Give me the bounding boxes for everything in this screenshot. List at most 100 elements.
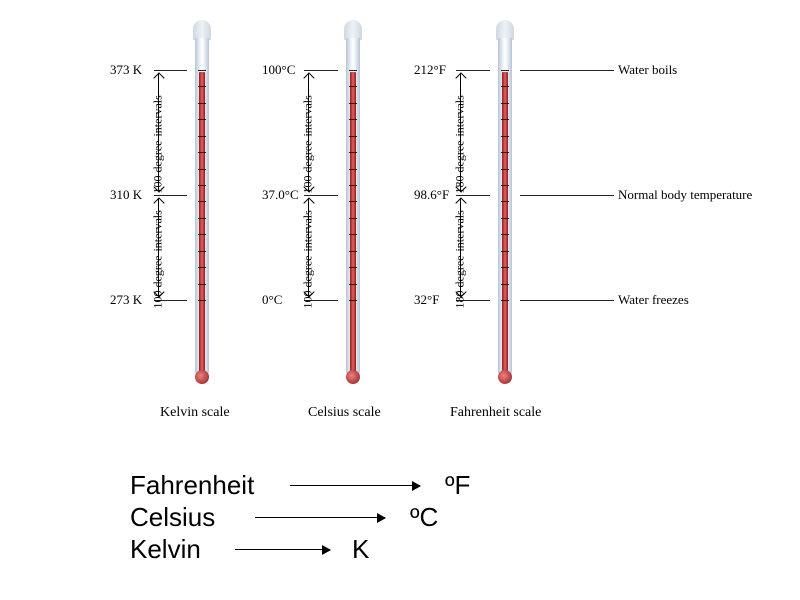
mark-line: [520, 195, 614, 196]
thermometer-tick: [349, 201, 357, 202]
thermometer-tick: [349, 251, 357, 252]
thermometer-cap: [496, 20, 514, 40]
scale-legend: Fahrenheit ºF Celsius ºC Kelvin K: [130, 470, 570, 566]
thermometer-tick: [501, 201, 509, 202]
mark-label-kelvin-freezes: 273 K: [110, 292, 142, 308]
thermometer-tick: [349, 136, 357, 137]
thermometer-fluid: [502, 72, 508, 376]
thermometer-bulb: [498, 370, 512, 384]
legend-symbol: ºF: [445, 470, 470, 501]
thermometer-tick: [349, 86, 357, 87]
legend-scale-name: Fahrenheit: [130, 470, 254, 501]
thermometer-tick: [501, 169, 509, 170]
thermometer-tick: [501, 152, 509, 153]
mark-label-kelvin-body: 310 K: [110, 187, 142, 203]
scale-caption-fahrenheit: Fahrenheit scale: [450, 405, 541, 421]
thermometer-fluid: [350, 72, 356, 376]
thermometer-tick: [501, 70, 509, 71]
thermometer-tick: [501, 267, 509, 268]
legend-symbol: K: [352, 534, 369, 565]
thermometer-tube: [195, 38, 209, 378]
thermometer-tick: [198, 86, 206, 87]
reference-label-boils: Water boils: [618, 62, 677, 78]
mark-line: [154, 70, 187, 71]
thermometer-tick: [198, 136, 206, 137]
arrow-right-icon: [255, 517, 385, 518]
mark-label-celsius-boils: 100°C: [262, 62, 295, 78]
thermometer-tube: [346, 38, 360, 378]
interval-label: 100 degree-intervals: [151, 188, 166, 308]
thermometer-tick: [349, 103, 357, 104]
legend-row: Fahrenheit ºF: [130, 470, 570, 502]
thermometer-cap: [344, 20, 362, 40]
thermometer-tick: [198, 152, 206, 153]
thermometer-fahrenheit: [490, 20, 520, 400]
interval-label: 180 degree-intervals: [453, 73, 468, 193]
thermometer-tick: [501, 234, 509, 235]
scale-caption-kelvin: Kelvin scale: [160, 405, 230, 421]
reference-label-freezes: Water freezes: [618, 292, 689, 308]
thermometer-tick: [501, 86, 509, 87]
thermometer-tick: [349, 234, 357, 235]
thermometer-tick: [198, 70, 206, 71]
scale-caption-celsius: Celsius scale: [308, 405, 381, 421]
thermometer-tick: [349, 70, 357, 71]
thermometer-tick: [198, 300, 206, 301]
thermometer-tick: [349, 218, 357, 219]
thermometer-tick: [501, 103, 509, 104]
thermometer-tick: [198, 251, 206, 252]
legend-scale-name: Kelvin: [130, 534, 201, 565]
thermometer-tick: [198, 169, 206, 170]
thermometer-tick: [198, 284, 206, 285]
thermometer-tube: [498, 38, 512, 378]
thermometer-tick: [349, 284, 357, 285]
arrow-right-icon: [235, 549, 330, 550]
thermometer-tick: [198, 267, 206, 268]
thermometer-tick: [349, 119, 357, 120]
interval-label: 100 degree-intervals: [301, 188, 316, 308]
thermometer-tick: [501, 185, 509, 186]
mark-line: [304, 70, 338, 71]
legend-symbol: ºC: [410, 502, 438, 533]
thermometer-tick: [501, 218, 509, 219]
thermometer-tick: [198, 103, 206, 104]
mark-line: [520, 300, 614, 301]
thermometer-tick: [198, 234, 206, 235]
interval-label: 180 degree-intervals: [453, 188, 468, 308]
page: 373 K310 K273 K100 degree-intervals100 d…: [0, 0, 800, 600]
thermometer-bulb: [346, 370, 360, 384]
thermometer-tick: [198, 185, 206, 186]
mark-label-kelvin-boils: 373 K: [110, 62, 142, 78]
thermometer-figure: 373 K310 K273 K100 degree-intervals100 d…: [0, 0, 800, 440]
interval-label: 100 degree-intervals: [301, 73, 316, 193]
thermometer-tick: [198, 218, 206, 219]
mark-line: [456, 70, 490, 71]
thermometer-tick: [501, 136, 509, 137]
thermometer-cap: [193, 20, 211, 40]
thermometer-tick: [349, 152, 357, 153]
reference-label-body: Normal body temperature: [618, 187, 752, 203]
thermometer-tick: [501, 251, 509, 252]
thermometer-tick: [198, 201, 206, 202]
thermometer-tick: [198, 119, 206, 120]
mark-label-fahrenheit-boils: 212°F: [414, 62, 446, 78]
thermometer-tick: [349, 185, 357, 186]
thermometer-tick: [349, 300, 357, 301]
legend-scale-name: Celsius: [130, 502, 215, 533]
thermometer-tick: [349, 169, 357, 170]
legend-row: Kelvin K: [130, 534, 570, 566]
legend-row: Celsius ºC: [130, 502, 570, 534]
interval-label: 100 degree-intervals: [151, 73, 166, 193]
thermometer-tick: [349, 267, 357, 268]
thermometer-celsius: [338, 20, 368, 400]
thermometer-bulb: [195, 370, 209, 384]
thermometer-kelvin: [187, 20, 217, 400]
mark-line: [520, 70, 614, 71]
mark-label-celsius-freezes: 0°C: [262, 292, 282, 308]
thermometer-tick: [501, 284, 509, 285]
thermometer-tick: [501, 300, 509, 301]
mark-label-celsius-body: 37.0°C: [262, 187, 299, 203]
mark-label-fahrenheit-body: 98.6°F: [414, 187, 449, 203]
thermometer-tick: [501, 119, 509, 120]
mark-label-fahrenheit-freezes: 32°F: [414, 292, 439, 308]
